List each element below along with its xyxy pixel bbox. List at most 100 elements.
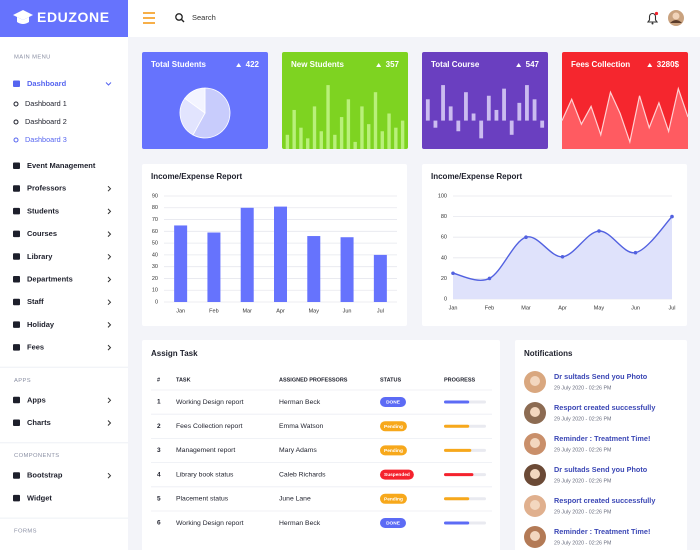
row-number: 6 bbox=[157, 520, 161, 527]
menu-item[interactable]: Dashboard bbox=[27, 79, 67, 88]
y-tick-label: 40 bbox=[152, 252, 158, 258]
bar bbox=[274, 206, 287, 302]
search-box[interactable]: Search bbox=[175, 13, 216, 23]
mini-bar bbox=[326, 85, 330, 149]
menu-icon bbox=[13, 396, 20, 404]
task-name: Working Design report bbox=[176, 520, 244, 527]
menu-chevron bbox=[107, 344, 112, 351]
notification-panel bbox=[515, 340, 687, 550]
status-badge bbox=[380, 469, 414, 480]
mini-bar bbox=[333, 134, 337, 149]
avatar-face bbox=[530, 376, 540, 386]
notification-bell[interactable] bbox=[646, 11, 659, 25]
x-tick-label: Jun bbox=[343, 308, 352, 314]
menu-icon bbox=[13, 253, 20, 260]
menu-chevron bbox=[107, 253, 112, 260]
menu-icon bbox=[13, 230, 20, 238]
notification-title: Notifications bbox=[524, 349, 573, 358]
x-tick-label: Apr bbox=[276, 308, 285, 314]
brand-icon-base bbox=[17, 17, 29, 24]
mini-bar bbox=[425, 99, 430, 121]
stat-card-title: Total Students bbox=[151, 60, 207, 69]
menu-item[interactable]: Staff bbox=[27, 297, 44, 306]
notification-text[interactable]: Reminder : Treatment Time! bbox=[554, 434, 650, 443]
menu-chevron bbox=[107, 397, 112, 404]
submenu-item[interactable]: Dashboard 3 bbox=[25, 135, 67, 144]
menu-item[interactable]: Fees bbox=[27, 343, 44, 352]
menu-chevron bbox=[107, 276, 112, 283]
mini-line bbox=[561, 86, 689, 145]
mini-bar bbox=[394, 127, 398, 149]
mini-bar bbox=[540, 120, 545, 128]
menu-item[interactable]: Charts bbox=[27, 418, 51, 427]
professor-name: Caleb Richards bbox=[279, 471, 326, 478]
line-point bbox=[670, 214, 674, 219]
menu-icon bbox=[13, 494, 20, 502]
stat-card bbox=[422, 52, 548, 149]
row-number: 5 bbox=[157, 496, 161, 503]
menu-chevron bbox=[107, 299, 112, 306]
notification-text[interactable]: Dr sultads Send you Photo bbox=[554, 465, 648, 474]
status-text: DONE bbox=[386, 400, 401, 406]
mini-bar bbox=[373, 92, 378, 149]
menu-item[interactable]: Library bbox=[27, 252, 53, 261]
menu-item[interactable]: Courses bbox=[27, 229, 57, 238]
row-number: 3 bbox=[157, 447, 161, 454]
progress-bar bbox=[444, 448, 472, 452]
user-avatar[interactable] bbox=[668, 10, 684, 26]
mini-bar bbox=[494, 109, 499, 121]
menu-item[interactable]: Apps bbox=[27, 395, 46, 404]
menu-item[interactable]: Widget bbox=[27, 493, 52, 502]
avatar-face bbox=[530, 407, 540, 417]
mini-bar bbox=[306, 138, 310, 149]
menu-item[interactable]: Professors bbox=[27, 184, 66, 193]
submenu-item[interactable]: Dashboard 2 bbox=[25, 117, 67, 126]
mini-bar bbox=[464, 92, 468, 121]
menu-icon bbox=[13, 80, 20, 87]
menu-item[interactable]: Students bbox=[27, 206, 59, 215]
sidebar-section-title: FORMS bbox=[14, 529, 37, 535]
row-number: 4 bbox=[157, 471, 161, 478]
task-name: Fees Collection report bbox=[176, 423, 243, 430]
table-header: # bbox=[157, 377, 160, 383]
mini-bar bbox=[517, 102, 522, 121]
submenu-dot bbox=[13, 119, 19, 125]
y-tick-label: 20 bbox=[441, 276, 447, 282]
sidebar-section-title: APPS bbox=[14, 378, 31, 384]
status-badge bbox=[380, 397, 406, 407]
line-point bbox=[633, 250, 638, 255]
pie-slice bbox=[192, 87, 231, 139]
menu-item[interactable]: Departments bbox=[27, 274, 73, 283]
task-title: Assign Task bbox=[151, 349, 198, 358]
task-panel bbox=[142, 340, 500, 550]
menu-item[interactable]: Bootstrap bbox=[27, 471, 63, 480]
menu-item[interactable]: Event Management bbox=[27, 161, 96, 170]
y-tick-label: 10 bbox=[152, 288, 158, 294]
professor-name: Mary Adams bbox=[279, 447, 317, 454]
bar bbox=[207, 232, 221, 302]
status-text: Pending bbox=[384, 496, 403, 502]
stat-card-value: 357 bbox=[386, 60, 400, 69]
menu-toggle[interactable] bbox=[143, 12, 155, 24]
table-header: STATUS bbox=[380, 377, 402, 383]
notification-text[interactable]: Reminder : Treatment Time! bbox=[554, 527, 650, 536]
line-point bbox=[451, 271, 455, 276]
mini-area bbox=[562, 88, 688, 149]
submenu-dot bbox=[13, 101, 19, 107]
x-tick-label: May bbox=[309, 308, 320, 314]
menu-icon bbox=[13, 472, 20, 479]
progress-bar bbox=[444, 424, 470, 428]
submenu-item[interactable]: Dashboard 1 bbox=[25, 99, 67, 108]
notification-text[interactable]: Dr sultads Send you Photo bbox=[554, 372, 648, 381]
notification-text[interactable]: Resport created successfully bbox=[554, 403, 656, 412]
notification-time: 29 July 2020 - 02:26 PM bbox=[554, 416, 611, 422]
submenu-dot bbox=[13, 137, 19, 143]
mini-bar bbox=[441, 85, 445, 121]
search-placeholder: Search bbox=[192, 13, 216, 22]
trend-arrow bbox=[647, 63, 653, 67]
notification-text[interactable]: Resport created successfully bbox=[554, 496, 656, 505]
y-tick-label: 0 bbox=[155, 299, 158, 305]
menu-item[interactable]: Holiday bbox=[27, 320, 55, 329]
line-point bbox=[560, 254, 565, 259]
